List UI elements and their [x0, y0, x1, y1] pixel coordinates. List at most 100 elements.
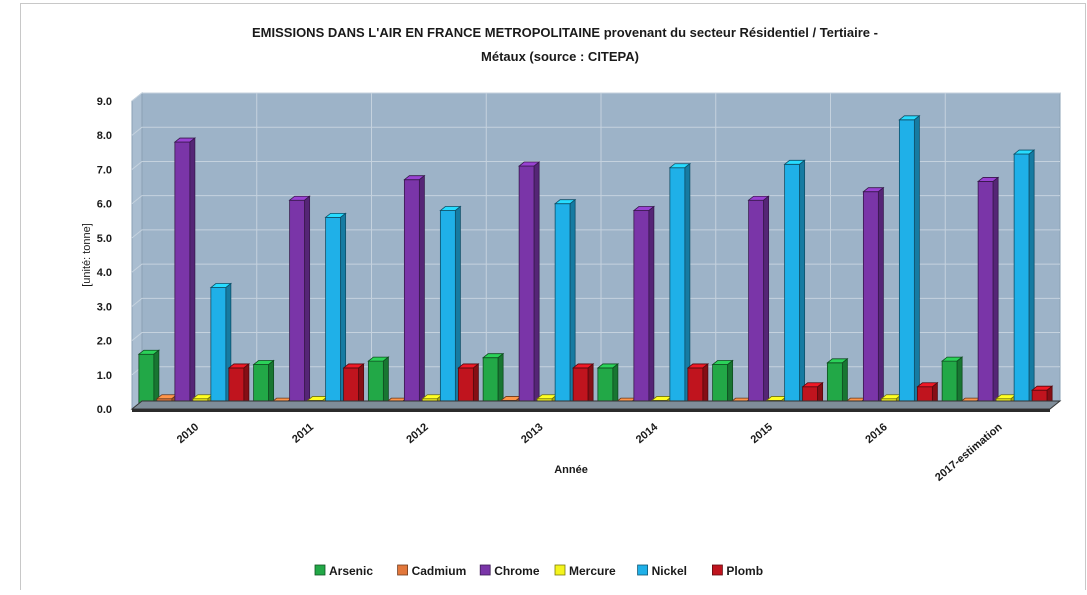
y-tick-label: 2.0: [97, 336, 112, 348]
legend-swatch: [314, 564, 326, 576]
bar-side: [533, 161, 540, 410]
bar-side: [1028, 149, 1035, 410]
y-tick-label: 4.0: [97, 267, 112, 279]
x-tick-label: 2015: [749, 421, 775, 446]
chart-title-line1: EMISSIONS DANS L'AIR EN FRANCE METROPOLI…: [252, 25, 878, 40]
bar-nickel: [439, 205, 462, 410]
legend-swatch: [479, 564, 491, 576]
y-tick-label: 0.0: [97, 404, 112, 416]
y-tick-label: 8.0: [97, 130, 112, 142]
bar-front: [898, 119, 915, 410]
y-tick-label: 6.0: [97, 199, 112, 211]
bar-side: [877, 186, 884, 410]
bar-front: [210, 287, 227, 410]
gridline-h: [131, 126, 1060, 136]
bar-arsenic: [481, 352, 505, 410]
legend-label: Cadmium: [412, 564, 467, 578]
bar-front: [784, 163, 801, 410]
gridline-h: [131, 92, 1060, 102]
bar-chrome: [747, 195, 770, 410]
gridline-h: [131, 195, 1060, 205]
y-axis-ticks: 0.0 1.0 2.0 3.0 4.0 5.0 6.0 7.0 8.0 9.0: [97, 96, 112, 416]
x-tick-label: 2017-estimation: [933, 421, 1005, 484]
bar-front: [862, 191, 879, 410]
bar-chrome: [976, 176, 1000, 410]
bar-side: [418, 174, 425, 410]
y-axis-label: [unité: tonne]: [81, 223, 93, 287]
floor-edge: [132, 409, 1050, 412]
bar-front: [1013, 153, 1030, 410]
x-tick-label: 2014: [634, 421, 661, 446]
bar-front: [669, 167, 686, 410]
bar-front: [554, 203, 571, 410]
legend-label: Chrome: [494, 564, 540, 578]
y-tick-label: 9.0: [97, 96, 112, 108]
bar-front: [633, 210, 650, 410]
bars: [137, 114, 1054, 410]
bar-arsenic: [940, 356, 964, 410]
floor-top: [130, 400, 1062, 410]
x-tick-label: 2012: [404, 421, 430, 446]
bar-nickel: [553, 198, 577, 410]
bar-plomb: [457, 363, 480, 410]
bar-front: [174, 141, 191, 410]
legend-swatch: [554, 564, 566, 576]
bar-side: [992, 176, 999, 410]
bar-front: [289, 199, 306, 410]
gridline-h: [131, 160, 1060, 170]
bar-nickel: [668, 162, 692, 410]
legend: Arsenic Cadmium Chrome Mercure Nickel Plomb: [314, 564, 763, 578]
y-tick-label: 1.0: [97, 370, 112, 382]
x-tick-label: 2011: [290, 421, 316, 446]
bar-chrome: [403, 174, 426, 410]
legend-swatch: [637, 564, 648, 576]
bar-side: [913, 114, 920, 410]
bar-side: [799, 159, 806, 410]
legend-swatch: [397, 564, 409, 576]
bar-side: [763, 195, 770, 410]
bar-nickel: [1012, 149, 1036, 410]
x-tick-label: 2016: [863, 421, 889, 446]
bar-chrome: [632, 205, 656, 410]
legend-label: Nickel: [652, 564, 687, 578]
bar-nickel: [324, 212, 347, 410]
bar-arsenic: [252, 359, 275, 410]
bar-nickel: [209, 282, 233, 410]
legend-label: Mercure: [569, 564, 616, 578]
bar-nickel: [783, 159, 806, 410]
bar-chrome: [517, 161, 541, 410]
bar-front: [748, 199, 765, 410]
y-tick-label: 5.0: [97, 233, 112, 245]
bar-arsenic: [596, 363, 620, 410]
bar-plomb: [571, 363, 595, 410]
bar-front: [403, 179, 420, 410]
bar-arsenic: [367, 356, 390, 410]
legend-swatch: [712, 564, 723, 576]
bar-chrome: [288, 195, 311, 410]
bar-front: [325, 216, 342, 410]
y-tick-label: 7.0: [97, 164, 112, 176]
bar-front: [518, 165, 535, 410]
chart-frame: [20, 3, 1086, 590]
plot-floor: [130, 400, 1062, 412]
bar-nickel: [898, 114, 921, 410]
bar-side: [189, 137, 196, 410]
bar-arsenic: [826, 357, 849, 410]
bar-front: [977, 181, 994, 410]
bar-front: [439, 210, 456, 410]
bar-chrome: [173, 137, 197, 410]
bar-plomb: [686, 363, 710, 410]
x-axis-label: Année: [554, 464, 588, 476]
x-axis-ticks: 2010 2011 2012 2013 2014 2015 2016 2017-estimat…: [175, 421, 1005, 484]
bar-side: [304, 195, 311, 410]
x-tick-label: 2013: [519, 421, 545, 446]
bar-side: [648, 205, 655, 410]
legend-label: Arsenic: [329, 564, 373, 578]
bar-chrome: [862, 186, 885, 410]
y-tick-label: 3.0: [97, 301, 112, 313]
chart-title-line2: Métaux (source : CITEPA): [481, 49, 639, 64]
legend-label: Plomb: [726, 564, 763, 578]
x-tick-label: 2010: [175, 421, 201, 446]
bar-arsenic: [137, 349, 161, 410]
